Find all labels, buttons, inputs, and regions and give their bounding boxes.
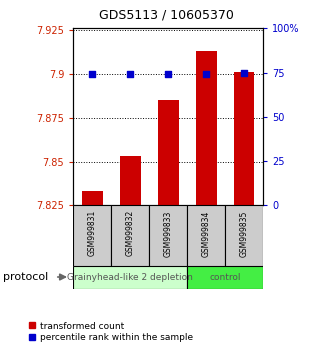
Bar [187,266,263,289]
Bar [120,156,141,205]
Text: protocol: protocol [3,272,49,282]
Point [90,72,95,77]
Text: control: control [209,273,241,281]
Point [241,70,247,75]
Bar [225,205,263,266]
Text: Grainyhead-like 2 depletion: Grainyhead-like 2 depletion [67,273,193,281]
Bar [149,205,187,266]
Bar [233,72,254,205]
Point [203,72,209,77]
Text: GSM999832: GSM999832 [126,210,135,256]
Bar [196,51,216,205]
Text: GSM999831: GSM999831 [88,210,97,256]
Text: GSM999833: GSM999833 [164,210,173,257]
Bar [82,191,103,205]
Bar [158,100,178,205]
Text: GSM999834: GSM999834 [201,210,211,257]
Bar [187,205,225,266]
Bar [73,205,111,266]
Bar [111,205,149,266]
Point [166,72,171,77]
Bar [73,266,187,289]
Text: GSM999835: GSM999835 [239,210,249,257]
Text: GDS5113 / 10605370: GDS5113 / 10605370 [99,9,234,22]
Legend: transformed count, percentile rank within the sample: transformed count, percentile rank withi… [25,318,196,346]
Point [128,72,133,77]
